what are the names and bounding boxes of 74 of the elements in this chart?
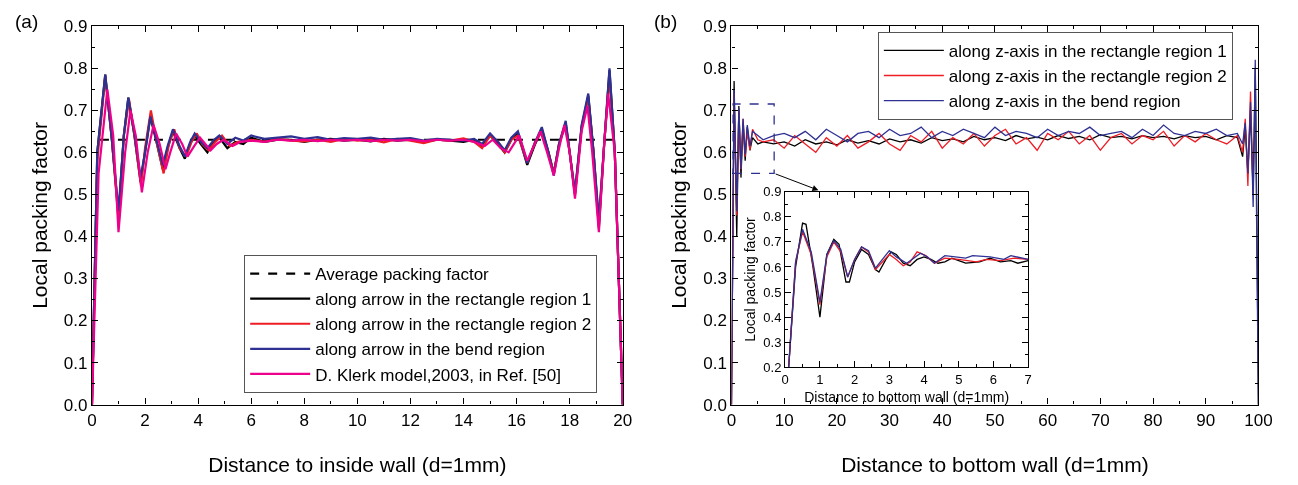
y-tick-label: 0.9: [703, 17, 727, 37]
x-tick-label: 50: [985, 411, 1005, 431]
y-tick-label: 0.3: [763, 334, 782, 350]
x-axis-title: Distance to bottom wall (d=1mm): [804, 389, 1010, 406]
y-tick-label: 0.2: [63, 311, 88, 331]
y-axis-title: Local packing factor: [741, 216, 758, 342]
x-tick-label: 8: [299, 411, 310, 431]
x-tick-label: 70: [1090, 411, 1110, 431]
y-tick-label: 0.1: [703, 353, 727, 373]
x-tick-label: 18: [560, 411, 580, 431]
x-tick-label: 0: [87, 411, 97, 431]
x-tick-label: 16: [507, 411, 527, 431]
x-tick-label: 0: [726, 411, 737, 431]
x-tick-label: 90: [1196, 411, 1216, 431]
y-tick-label: 0.8: [63, 59, 88, 79]
y-tick-label: 0.3: [63, 269, 88, 289]
y-tick-label: 0.4: [763, 309, 782, 325]
y-tick-label: 0.4: [63, 227, 88, 247]
x-tick-label: 30: [880, 411, 900, 431]
x-tick-label: 10: [347, 411, 367, 431]
y-tick-label: 0.5: [763, 284, 782, 300]
x-tick-label: 5: [955, 372, 963, 388]
y-tick-label: 0.8: [763, 209, 782, 225]
y-axis-title: Local packing factor: [667, 122, 691, 309]
x-tick-label: 20: [613, 411, 633, 431]
y-tick-label: 0.7: [763, 234, 782, 250]
legend-label: along arrow in the bend region: [315, 340, 545, 360]
x-axis-title: Distance to bottom wall (d=1mm): [841, 453, 1149, 477]
legend-label: along z-axis in the bend region: [948, 92, 1181, 112]
y-tick-label: 0.9: [63, 17, 88, 37]
y-tick-label: 0.6: [763, 259, 782, 275]
legend-label: Average packing factor: [315, 265, 490, 285]
y-tick-label: 0.0: [703, 395, 727, 415]
x-tick-label: 0: [781, 372, 789, 388]
x-tick-label: 100: [1244, 411, 1273, 431]
y-tick-label: 0.1: [63, 353, 88, 373]
x-tick-label: 10: [774, 411, 794, 431]
y-tick-label: 0.7: [703, 101, 727, 121]
legend-label: along z-axis in the rectangle region 2: [948, 67, 1227, 87]
y-tick-label: 0.2: [703, 311, 727, 331]
x-tick-label: 6: [989, 372, 998, 388]
y-tick-label: 0.7: [63, 101, 88, 121]
y-tick-label: 0.9: [763, 184, 782, 200]
y-tick-label: 0.0: [63, 395, 88, 415]
x-tick-label: 2: [851, 372, 859, 388]
x-tick-label: 20: [827, 411, 847, 431]
x-tick-label: 4: [920, 372, 928, 388]
x-tick-label: 60: [1038, 411, 1058, 431]
y-tick-label: 0.6: [703, 143, 727, 163]
text: (b): [654, 11, 678, 32]
y-tick-label: 0.5: [703, 185, 727, 205]
text: (a): [15, 11, 39, 32]
legend-label: D. Klerk model,2003, in Ref. [50]: [315, 365, 561, 385]
y-tick-label: 0.8: [703, 59, 727, 79]
x-tick-label: 40: [932, 411, 952, 431]
y-tick-label: 0.5: [63, 185, 88, 205]
x-tick-label: 4: [193, 411, 203, 431]
x-tick-label: 3: [885, 372, 893, 388]
y-tick-label: 0.4: [703, 227, 727, 247]
x-tick-label: 2: [140, 411, 150, 431]
x-tick-label: 80: [1143, 411, 1163, 431]
y-tick-label: 0.2: [763, 359, 782, 375]
legend-label: along arrow in the rectangle region 2: [315, 315, 592, 335]
x-tick-label: 12: [400, 411, 420, 431]
legend-label: along arrow in the rectangle region 1: [315, 290, 592, 310]
legend-label: along z-axis in the rectangle region 1: [948, 42, 1227, 62]
x-axis-title: Distance to inside wall (d=1mm): [208, 453, 507, 477]
x-tick-label: 7: [1024, 372, 1032, 388]
y-axis-title: Local packing factor: [27, 122, 51, 309]
x-tick-label: 1: [816, 372, 824, 388]
y-tick-label: 0.6: [63, 143, 88, 163]
x-tick-label: 14: [454, 411, 473, 431]
y-tick-label: 0.3: [703, 269, 727, 289]
x-tick-label: 6: [246, 411, 256, 431]
